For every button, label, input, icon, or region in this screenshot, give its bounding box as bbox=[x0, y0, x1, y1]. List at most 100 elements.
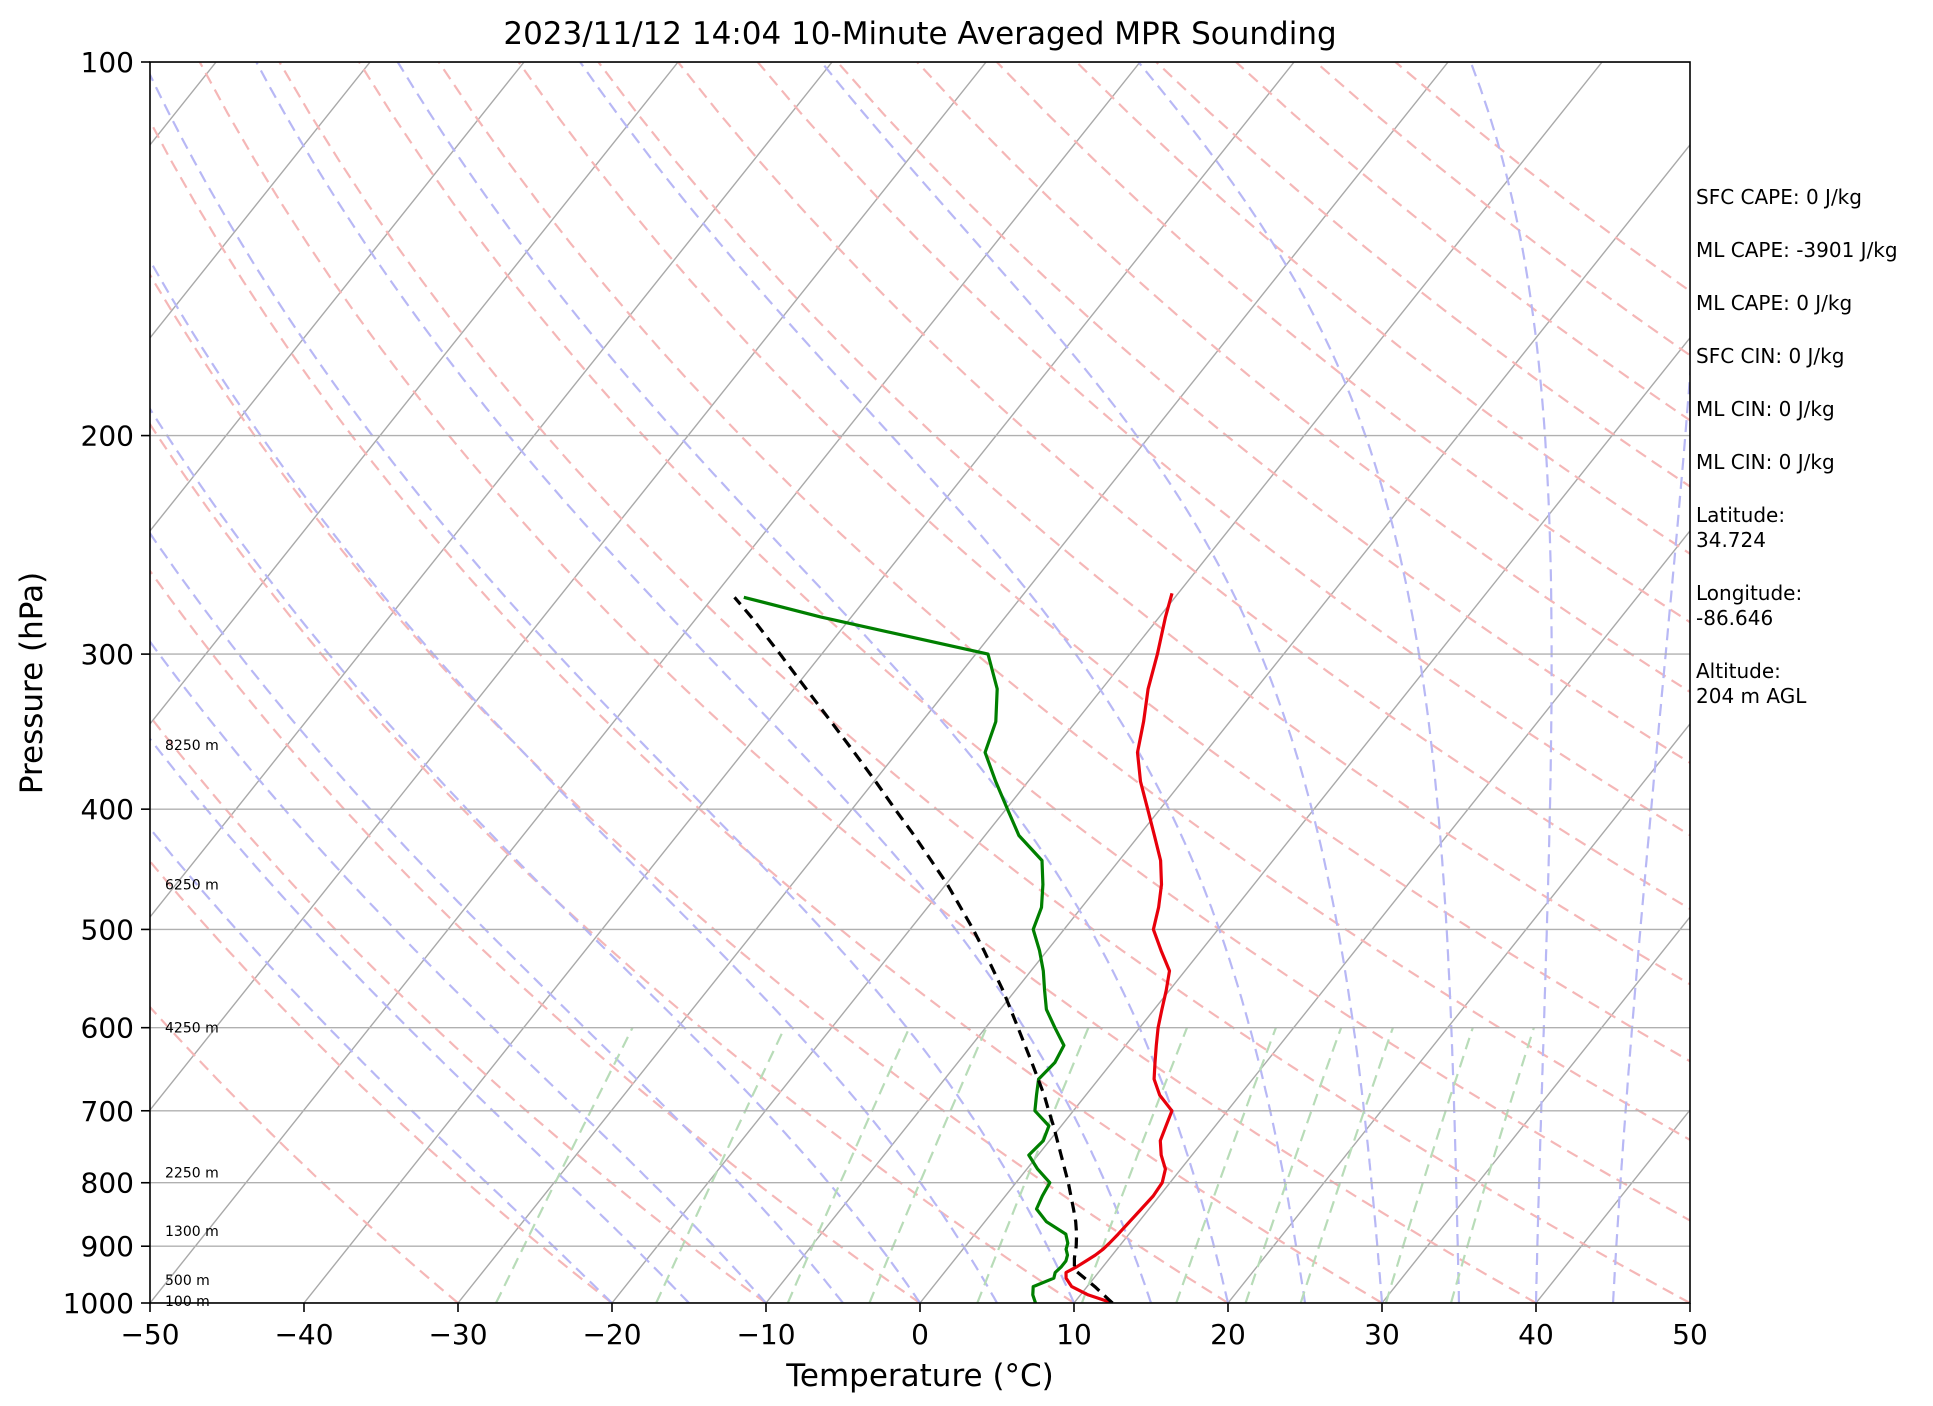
mixing-ratio-line bbox=[1080, 1027, 1189, 1303]
stat-sfc-cape: SFC CAPE: 0 J/kg bbox=[1696, 185, 1862, 209]
stats-panel: SFC CAPE: 0 J/kg ML CAPE: -3901 J/kg ML … bbox=[1696, 185, 1926, 737]
isotherm-line bbox=[150, 62, 371, 339]
isotherm-line bbox=[303, 62, 1295, 1303]
dry-adiabat-line bbox=[198, 62, 1537, 1303]
dry-adiabat-line bbox=[150, 422, 1075, 1303]
temperature-line bbox=[1064, 592, 1174, 1303]
x-tick-label: 10 bbox=[1056, 1318, 1092, 1351]
x-tick-label: 20 bbox=[1210, 1318, 1246, 1351]
isotherm-line bbox=[150, 62, 679, 726]
dry-adiabat-line bbox=[677, 62, 1690, 911]
isotherm-line bbox=[919, 336, 1690, 1303]
mixing-ratio-line bbox=[655, 1027, 786, 1303]
x-tick-label: −40 bbox=[274, 1318, 333, 1351]
moist-adiabat-line bbox=[1137, 62, 1461, 1303]
y-tick-label: 100 bbox=[81, 46, 134, 79]
x-tick-label: 30 bbox=[1364, 1318, 1400, 1351]
x-tick-label: −10 bbox=[736, 1318, 795, 1351]
dry-adiabat-line bbox=[150, 118, 1383, 1303]
mixing-ratio-line bbox=[1244, 1027, 1343, 1303]
y-axis-label: Pressure (hPa) bbox=[14, 572, 50, 794]
moist-adiabat-line bbox=[579, 62, 1307, 1303]
x-tick-label: 0 bbox=[911, 1318, 929, 1351]
moist-adiabat-line bbox=[396, 62, 1230, 1303]
x-axis-label: Temperature (°C) bbox=[785, 1358, 1054, 1394]
isotherm-line bbox=[1381, 915, 1690, 1303]
plot-frame bbox=[149, 61, 1691, 1304]
height-label: 6250 m bbox=[165, 877, 219, 893]
dry-adiabat-line bbox=[150, 859, 613, 1303]
height-label: 500 m bbox=[165, 1273, 210, 1289]
moist-adiabat-line bbox=[150, 258, 998, 1303]
mixing-ratio-line bbox=[1449, 1027, 1535, 1303]
moist-adiabat-line bbox=[1469, 62, 1553, 1303]
dry-adiabat-line bbox=[358, 62, 1690, 1222]
x-tick-label: 40 bbox=[1518, 1318, 1554, 1351]
moist-adiabat-line bbox=[150, 737, 690, 1303]
mixing-ratio-line bbox=[786, 1027, 911, 1303]
mixing-ratio-line bbox=[495, 1027, 634, 1303]
moist-adiabat-line bbox=[820, 62, 1384, 1303]
y-tick-label: 1000 bbox=[63, 1287, 134, 1320]
stat-ml-cin-2: ML CIN: 0 J/kg bbox=[1696, 450, 1835, 474]
isotherm-line bbox=[1073, 529, 1690, 1303]
mixing-ratio-line bbox=[1299, 1027, 1394, 1303]
height-label: 1300 m bbox=[165, 1224, 219, 1240]
mixing-ratio-line bbox=[976, 1027, 1090, 1303]
moist-adiabat-line bbox=[150, 531, 844, 1303]
height-label: 2250 m bbox=[165, 1166, 219, 1182]
background-lines bbox=[150, 62, 1690, 1303]
y-tick-label: 600 bbox=[81, 1012, 134, 1045]
sounding-series bbox=[733, 592, 1174, 1303]
dry-adiabat-line bbox=[150, 1005, 459, 1303]
height-label: 8250 m bbox=[165, 738, 219, 754]
dry-adiabat-line bbox=[836, 62, 1690, 765]
y-tick-label: 800 bbox=[81, 1167, 134, 1200]
isotherm-line bbox=[150, 62, 1141, 1303]
mixing-ratio-line bbox=[1384, 1027, 1474, 1303]
isotherm-line bbox=[457, 62, 1449, 1303]
x-tick-label: 50 bbox=[1672, 1318, 1708, 1351]
stat-sfc-cin: SFC CIN: 0 J/kg bbox=[1696, 344, 1845, 368]
moist-adiabat-line bbox=[255, 62, 1153, 1303]
moist-adiabat-line bbox=[1611, 362, 1690, 1303]
isotherm-line bbox=[765, 143, 1690, 1303]
x-tick-label: −20 bbox=[582, 1318, 641, 1351]
y-tick-label: 200 bbox=[81, 420, 134, 453]
x-tick-label: −50 bbox=[120, 1318, 179, 1351]
stat-latitude: Latitude: 34.724 bbox=[1696, 503, 1786, 552]
stat-ml-cin: ML CIN: 0 J/kg bbox=[1696, 397, 1835, 421]
moist-adiabat-line bbox=[150, 826, 613, 1303]
height-label: 100 m bbox=[165, 1294, 210, 1310]
y-tick-label: 500 bbox=[81, 913, 134, 946]
pressure-grid bbox=[150, 62, 1690, 1303]
dry-adiabat-line bbox=[597, 62, 1690, 986]
mixing-ratio-line bbox=[868, 1027, 988, 1303]
height-label: 4250 m bbox=[165, 1021, 219, 1037]
dry-adiabat-line bbox=[150, 714, 767, 1303]
chart-title: 2023/11/12 14:04 10-Minute Averaged MPR … bbox=[503, 16, 1336, 52]
parcel-path-line bbox=[733, 596, 1114, 1303]
y-tick-label: 700 bbox=[81, 1095, 134, 1128]
y-tick-label: 300 bbox=[81, 638, 134, 671]
stat-ml-cape-2: ML CAPE: 0 J/kg bbox=[1696, 291, 1853, 315]
moist-adiabat-line bbox=[150, 639, 767, 1303]
isotherm-line bbox=[611, 62, 1603, 1303]
x-axis-ticks: −50 −40 −30 −20 −10 0 10 20 30 40 50 bbox=[120, 1303, 1708, 1351]
y-axis-ticks: 100 200 300 400 500 600 700 800 900 1000 bbox=[63, 46, 150, 1320]
dewpoint-line bbox=[743, 595, 1070, 1303]
mixing-ratio-line bbox=[1175, 1027, 1277, 1303]
dry-adiabat-line bbox=[150, 569, 921, 1303]
stat-longitude: Longitude: -86.646 bbox=[1696, 581, 1803, 630]
height-labels: 8250 m 6250 m 4250 m 2250 m 1300 m 500 m 100 m bbox=[165, 738, 219, 1310]
isotherm-line bbox=[1227, 722, 1690, 1303]
isotherm-line bbox=[150, 62, 987, 1112]
dry-adiabat-line bbox=[150, 272, 1229, 1303]
dry-adiabat-line bbox=[916, 62, 1690, 694]
stat-altitude: Altitude: 204 m AGL bbox=[1696, 659, 1807, 708]
y-tick-label: 400 bbox=[81, 793, 134, 826]
x-tick-label: −30 bbox=[428, 1318, 487, 1351]
dry-adiabat-line bbox=[278, 62, 1690, 1303]
y-tick-label: 900 bbox=[81, 1230, 134, 1263]
